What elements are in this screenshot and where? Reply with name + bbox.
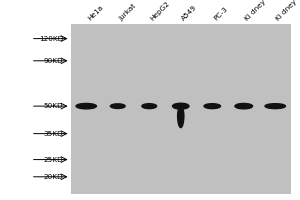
Text: 50KD: 50KD (44, 103, 63, 109)
Text: A549: A549 (181, 4, 198, 22)
Text: 35KD: 35KD (44, 131, 63, 137)
Ellipse shape (204, 104, 220, 109)
Text: Ki dney: Ki dney (244, 0, 267, 22)
Text: 20KD: 20KD (44, 174, 63, 180)
Text: 25KD: 25KD (44, 157, 63, 163)
Ellipse shape (265, 104, 286, 109)
Text: PC-3: PC-3 (212, 6, 228, 22)
Ellipse shape (178, 106, 184, 128)
Text: Jurkat: Jurkat (118, 3, 137, 22)
Text: Ki dney: Ki dney (275, 0, 298, 22)
Ellipse shape (142, 104, 157, 109)
Text: 90KD: 90KD (44, 58, 63, 64)
Ellipse shape (110, 104, 125, 108)
Ellipse shape (235, 103, 253, 109)
Ellipse shape (172, 103, 189, 109)
Text: HepG2: HepG2 (149, 0, 171, 22)
Text: 120KD: 120KD (39, 36, 63, 42)
Ellipse shape (76, 103, 97, 109)
Text: He1a: He1a (86, 4, 104, 22)
